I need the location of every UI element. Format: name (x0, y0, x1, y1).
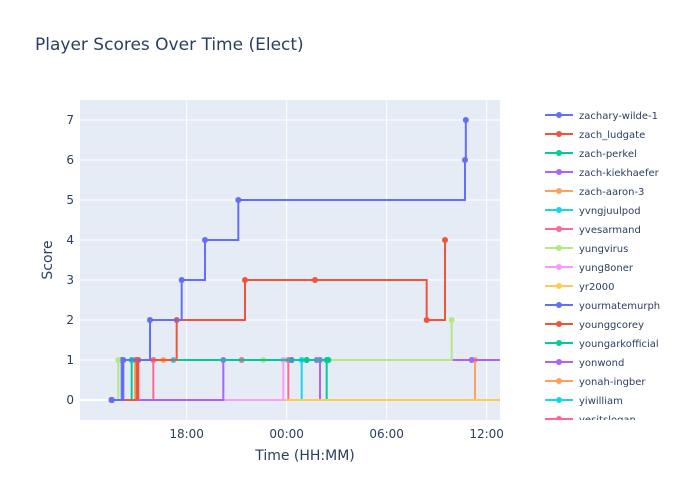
legend-swatch-marker (556, 131, 562, 137)
legend-swatch-marker (556, 283, 562, 289)
data-point (108, 397, 115, 403)
data-point (468, 357, 475, 363)
legend-label: yr2000 (579, 282, 614, 293)
data-point (312, 277, 318, 283)
y-tick-label: 5 (66, 193, 74, 207)
legend-item[interactable]: zach-perkel (545, 149, 637, 160)
legend-swatch-marker (556, 321, 562, 327)
data-point (325, 357, 332, 363)
legend-swatch-marker (556, 150, 562, 156)
legend-swatch-marker (556, 169, 562, 175)
legend-swatch-marker (556, 302, 562, 308)
legend-swatch-marker (556, 112, 562, 118)
data-point (442, 237, 448, 243)
series (108, 117, 511, 403)
legend-label: yvngjuulpod (579, 206, 641, 217)
legend-item[interactable]: yung8oner (545, 263, 634, 274)
x-tick-label: 18:00 (169, 427, 204, 441)
legend-item[interactable]: yesitslogan (545, 415, 636, 426)
data-point (242, 277, 248, 283)
legend-label: zach-aaron-3 (579, 187, 644, 198)
legend-swatch-marker (556, 397, 562, 403)
legend-item[interactable]: younggcorey (545, 320, 644, 331)
legend-swatch-marker (556, 264, 562, 270)
legend-item[interactable]: yvesarmand (545, 225, 641, 236)
data-point (423, 317, 430, 323)
legend-item[interactable]: youngarkofficial (545, 339, 659, 350)
legend-item[interactable]: yvngjuulpod (545, 206, 641, 217)
legend-swatch-marker (556, 188, 562, 194)
legend-swatch-marker (556, 416, 562, 420)
data-point (120, 357, 127, 363)
data-point (502, 357, 508, 363)
legend-label: yonwond (579, 358, 624, 369)
y-tick-label: 6 (66, 153, 74, 167)
y-axis-label: Score (40, 240, 56, 279)
legend: zachary-wilde-1 zach_ludgate zach-perkel za… (545, 111, 660, 426)
legend-item[interactable]: yr2000 (545, 282, 614, 293)
legend-swatch-marker (556, 340, 562, 346)
chart-title: Player Scores Over Time (Elect) (35, 35, 304, 55)
data-point (462, 157, 468, 163)
legend-label: zach-perkel (579, 149, 637, 160)
data-point (462, 117, 469, 123)
y-tick-label: 3 (66, 273, 74, 287)
legend-label: younggcorey (579, 320, 644, 331)
legend-item[interactable]: yonah-ingber (545, 377, 646, 388)
x-tick-label: 12:00 (469, 427, 504, 441)
data-point (202, 237, 208, 243)
legend-label: zach_ludgate (579, 130, 645, 141)
data-point (235, 197, 242, 203)
legend-item[interactable]: yungvirus (545, 244, 628, 255)
legend-swatch-marker (556, 378, 562, 384)
legend-swatch-marker (556, 359, 562, 365)
x-tick-label: 00:00 (269, 427, 304, 441)
legend-label: yourmatemurph (579, 301, 660, 312)
legend-label: yung8oner (579, 263, 634, 274)
legend-label: yungvirus (579, 244, 628, 255)
legend-label: yiwilliam (579, 396, 623, 407)
axes: 0 1 2 3 4 5 6 7 18:00 00:00 06:00 12:00 (66, 113, 504, 441)
legend-item[interactable]: zach-kiekhaefer (545, 168, 660, 179)
legend-swatch-marker (556, 245, 562, 251)
y-tick-label: 1 (66, 353, 74, 367)
legend-label: zach-kiekhaefer (579, 168, 660, 179)
legend-label: yonah-ingber (579, 377, 646, 388)
legend-label: youngarkofficial (579, 339, 659, 350)
data-point (178, 277, 185, 283)
legend-item[interactable]: yourmatemurph (545, 301, 660, 312)
data-point (115, 357, 122, 363)
y-tick-label: 0 (66, 393, 74, 407)
data-point (505, 357, 511, 363)
legend-item[interactable]: yonwond (545, 358, 624, 369)
data-point (448, 317, 455, 323)
data-point (303, 357, 310, 363)
legend-label: zachary-wilde-1 (579, 111, 658, 122)
series-line (111, 240, 446, 401)
x-axis-label: Time (HH:MM) (254, 448, 355, 464)
legend-item[interactable]: yiwilliam (545, 396, 623, 407)
legend-label: yvesarmand (579, 225, 641, 236)
series-zachary-wilde-1 (108, 117, 469, 403)
y-tick-label: 4 (66, 233, 74, 247)
legend-item[interactable]: zachary-wilde-1 (545, 111, 658, 122)
legend-item[interactable]: zach-aaron-3 (545, 187, 644, 198)
series-line (111, 120, 467, 401)
legend-label: yesitslogan (579, 415, 636, 426)
x-tick-label: 06:00 (369, 427, 404, 441)
y-tick-label: 7 (66, 113, 74, 127)
data-point (147, 317, 153, 323)
legend-swatch-marker (556, 226, 562, 232)
legend-swatch-marker (556, 207, 562, 213)
y-tick-label: 2 (66, 313, 74, 327)
legend-item[interactable]: zach_ludgate (545, 130, 645, 141)
plot-area (80, 100, 500, 420)
